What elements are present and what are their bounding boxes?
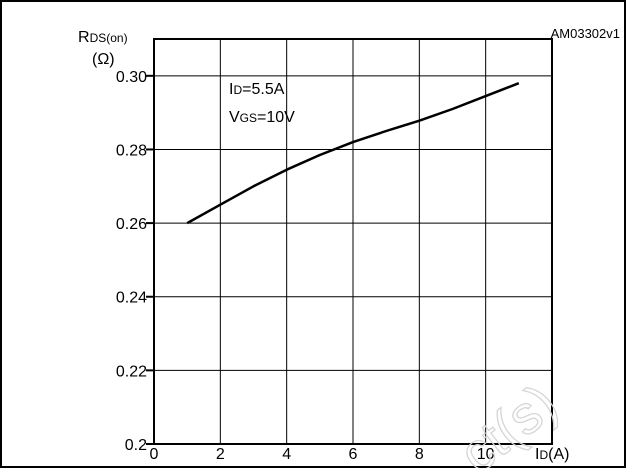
annotation-current-main: I [229,81,233,98]
annotation-voltage-sub: GS [240,111,257,125]
x-tick-label: 4 [282,446,291,463]
y-tick-label: 0.30 [116,69,147,86]
x-tick-label: 8 [415,446,424,463]
x-axis-label-sub: D [539,448,548,462]
x-tick-label: 10 [477,446,495,463]
plot-border [153,38,553,445]
y-axis-unit: (Ω) [92,51,115,68]
x-axis-label: ID(A) [535,446,569,463]
x-axis-label-main: I [535,446,539,463]
grid [154,39,552,444]
y-axis-label-sub: DS(on) [90,31,128,45]
y-tick-labels: 0.2 0.22 0.24 0.26 0.28 0.30 [116,69,154,454]
annotation-voltage: VGS=10V [229,109,295,126]
y-axis-label: RDS(on) [78,29,128,46]
annotation-voltage-main: V [229,109,240,126]
y-tick-label: 0.24 [116,290,147,307]
annotation-voltage-value: =10V [257,109,295,126]
annotation-current-value: =5.5A [242,81,285,98]
series-line [186,82,520,225]
x-tick-label: 2 [216,446,225,463]
y-tick-label: 0.2 [125,437,147,454]
y-tick-label: 0.26 [116,216,147,233]
y-axis-label-main: R [78,29,90,46]
x-tick-label: 6 [349,446,358,463]
x-tick-labels: 0 2 4 6 8 10 [150,446,495,463]
annotation-current-sub: D [233,83,242,97]
y-tick-label: 0.22 [116,363,147,380]
x-axis-label-unit: (A) [548,446,569,463]
series-group [186,82,520,225]
figure-id: AM03302v1 [551,26,620,41]
annotation-current: ID=5.5A [229,81,285,98]
x-tick-label: 0 [150,446,159,463]
y-tick-label: 0.28 [116,142,147,159]
